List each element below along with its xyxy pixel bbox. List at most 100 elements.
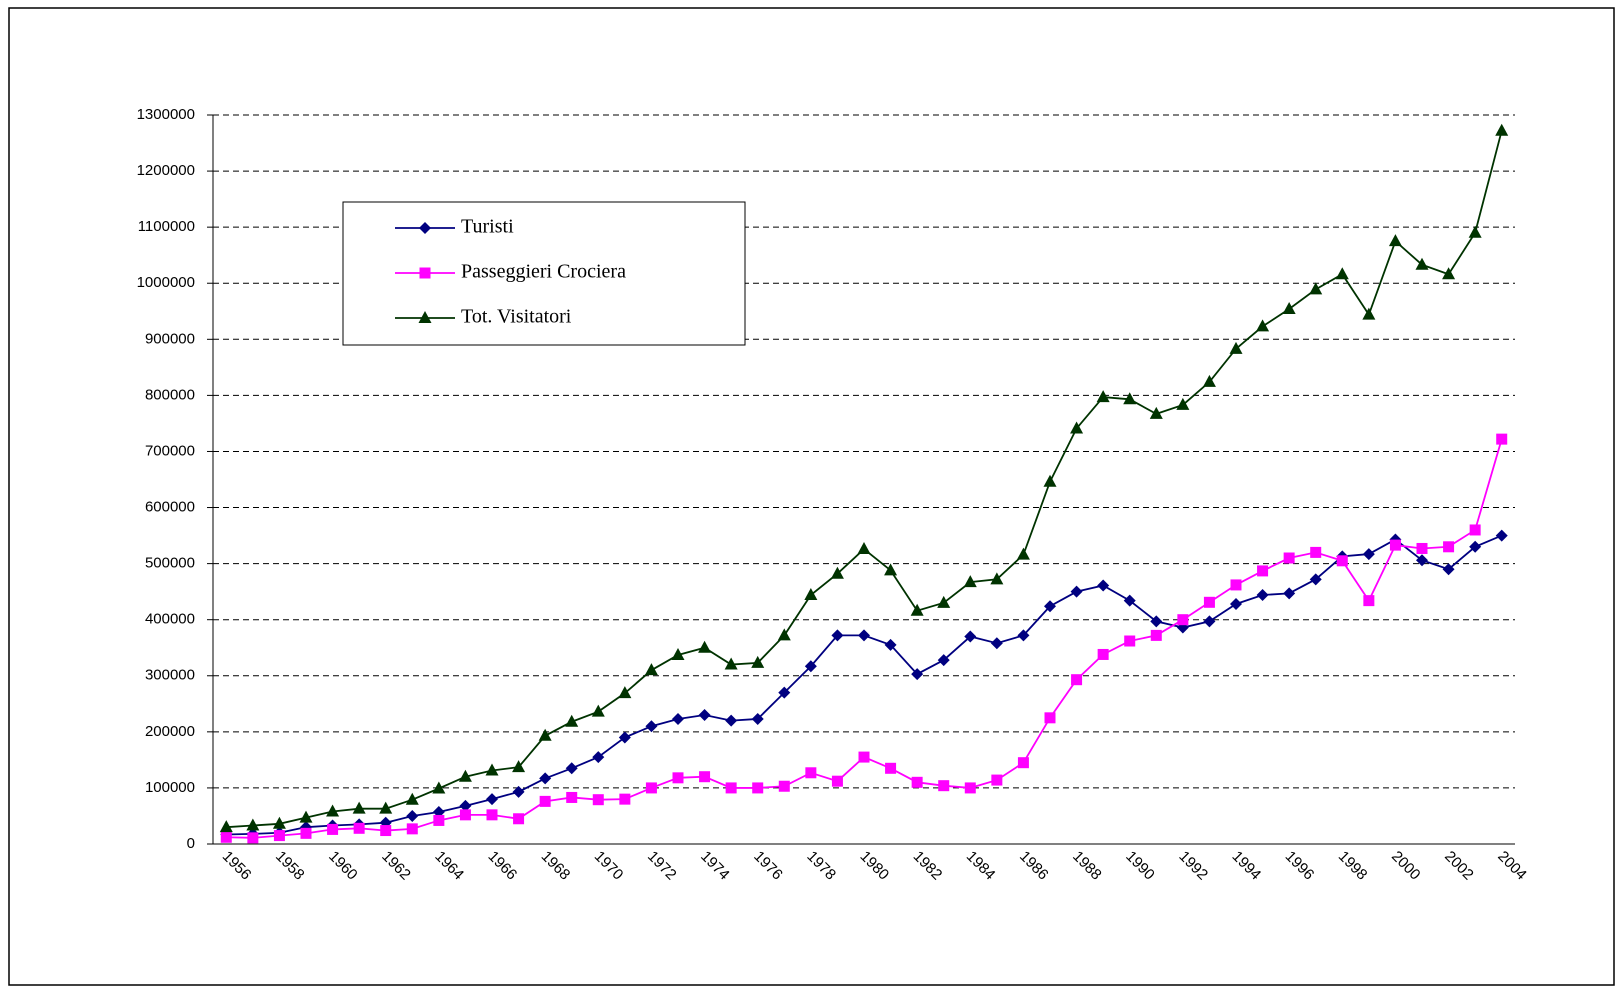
marker — [1096, 390, 1110, 403]
marker — [1335, 267, 1349, 280]
marker — [459, 799, 472, 812]
marker — [1496, 433, 1508, 445]
marker — [885, 762, 897, 774]
marker — [910, 603, 924, 616]
marker — [538, 728, 552, 741]
marker — [299, 810, 313, 823]
marker — [698, 640, 712, 653]
legend-label: Tot. Visitatori — [461, 306, 572, 328]
marker — [964, 630, 977, 643]
marker — [512, 760, 526, 773]
marker — [1203, 596, 1215, 608]
y-tick-label: 200000 — [145, 723, 195, 740]
marker — [485, 763, 499, 776]
y-tick-label: 600000 — [145, 499, 195, 516]
y-tick-label: 0 — [187, 835, 195, 852]
marker — [380, 825, 392, 837]
y-tick-label: 300000 — [145, 667, 195, 684]
marker — [379, 801, 393, 814]
marker — [592, 794, 604, 806]
marker — [1017, 757, 1029, 769]
y-tick-label: 1000000 — [137, 274, 195, 291]
marker — [777, 628, 791, 641]
marker — [539, 772, 552, 785]
marker — [459, 809, 471, 821]
marker — [725, 782, 737, 794]
marker — [1150, 615, 1163, 628]
marker — [858, 629, 870, 642]
marker — [1309, 282, 1323, 295]
marker — [1043, 474, 1057, 487]
marker — [884, 638, 897, 651]
y-tick-label: 500000 — [145, 555, 195, 572]
marker — [804, 588, 818, 601]
marker — [725, 714, 738, 727]
marker — [1124, 635, 1136, 647]
marker — [247, 832, 259, 844]
legend-label: Passeggieri Crociera — [461, 261, 626, 283]
marker — [1310, 546, 1322, 558]
marker — [1256, 589, 1269, 602]
marker — [1468, 225, 1482, 238]
marker — [220, 831, 232, 843]
y-tick-label: 800000 — [145, 386, 195, 403]
marker — [1070, 421, 1084, 434]
marker — [219, 820, 233, 833]
marker — [1283, 552, 1295, 564]
y-tick-label: 700000 — [145, 442, 195, 459]
marker — [778, 780, 790, 792]
marker — [1230, 597, 1242, 610]
marker — [1044, 600, 1056, 613]
marker — [418, 311, 432, 323]
marker — [858, 751, 870, 763]
marker — [458, 769, 472, 782]
marker — [1229, 341, 1243, 354]
marker — [990, 637, 1003, 650]
marker — [1416, 554, 1428, 567]
plot-area — [219, 123, 1509, 844]
marker — [1257, 565, 1269, 577]
marker — [911, 668, 924, 681]
marker — [1071, 674, 1083, 686]
marker — [432, 781, 446, 794]
marker — [751, 655, 765, 668]
marker — [1097, 648, 1109, 660]
marker — [1442, 267, 1456, 280]
marker — [352, 801, 366, 814]
marker — [419, 222, 431, 234]
marker — [752, 782, 764, 794]
marker — [884, 563, 898, 576]
y-tick-label: 1100000 — [138, 218, 195, 235]
marker — [1097, 579, 1110, 592]
marker — [1017, 629, 1030, 642]
marker — [565, 714, 579, 727]
marker — [805, 767, 817, 779]
marker — [1362, 548, 1375, 561]
marker — [1203, 615, 1216, 628]
marker — [1283, 587, 1296, 600]
marker — [592, 751, 605, 764]
marker — [1123, 594, 1136, 607]
marker — [1177, 614, 1189, 626]
marker — [937, 654, 950, 667]
marker — [1150, 629, 1162, 641]
marker — [1309, 573, 1322, 586]
marker — [1495, 529, 1508, 542]
marker — [1202, 374, 1216, 387]
marker — [831, 775, 843, 787]
marker — [618, 686, 632, 699]
marker — [990, 572, 1004, 585]
y-tick-label: 100000 — [145, 779, 195, 796]
marker — [698, 709, 711, 722]
marker — [830, 566, 844, 579]
marker — [300, 827, 312, 839]
marker — [1070, 585, 1083, 598]
marker — [672, 712, 684, 725]
marker — [486, 809, 498, 821]
marker — [1416, 542, 1428, 554]
marker — [1443, 541, 1455, 553]
marker — [539, 795, 551, 807]
marker — [1149, 406, 1163, 419]
marker — [831, 629, 844, 642]
